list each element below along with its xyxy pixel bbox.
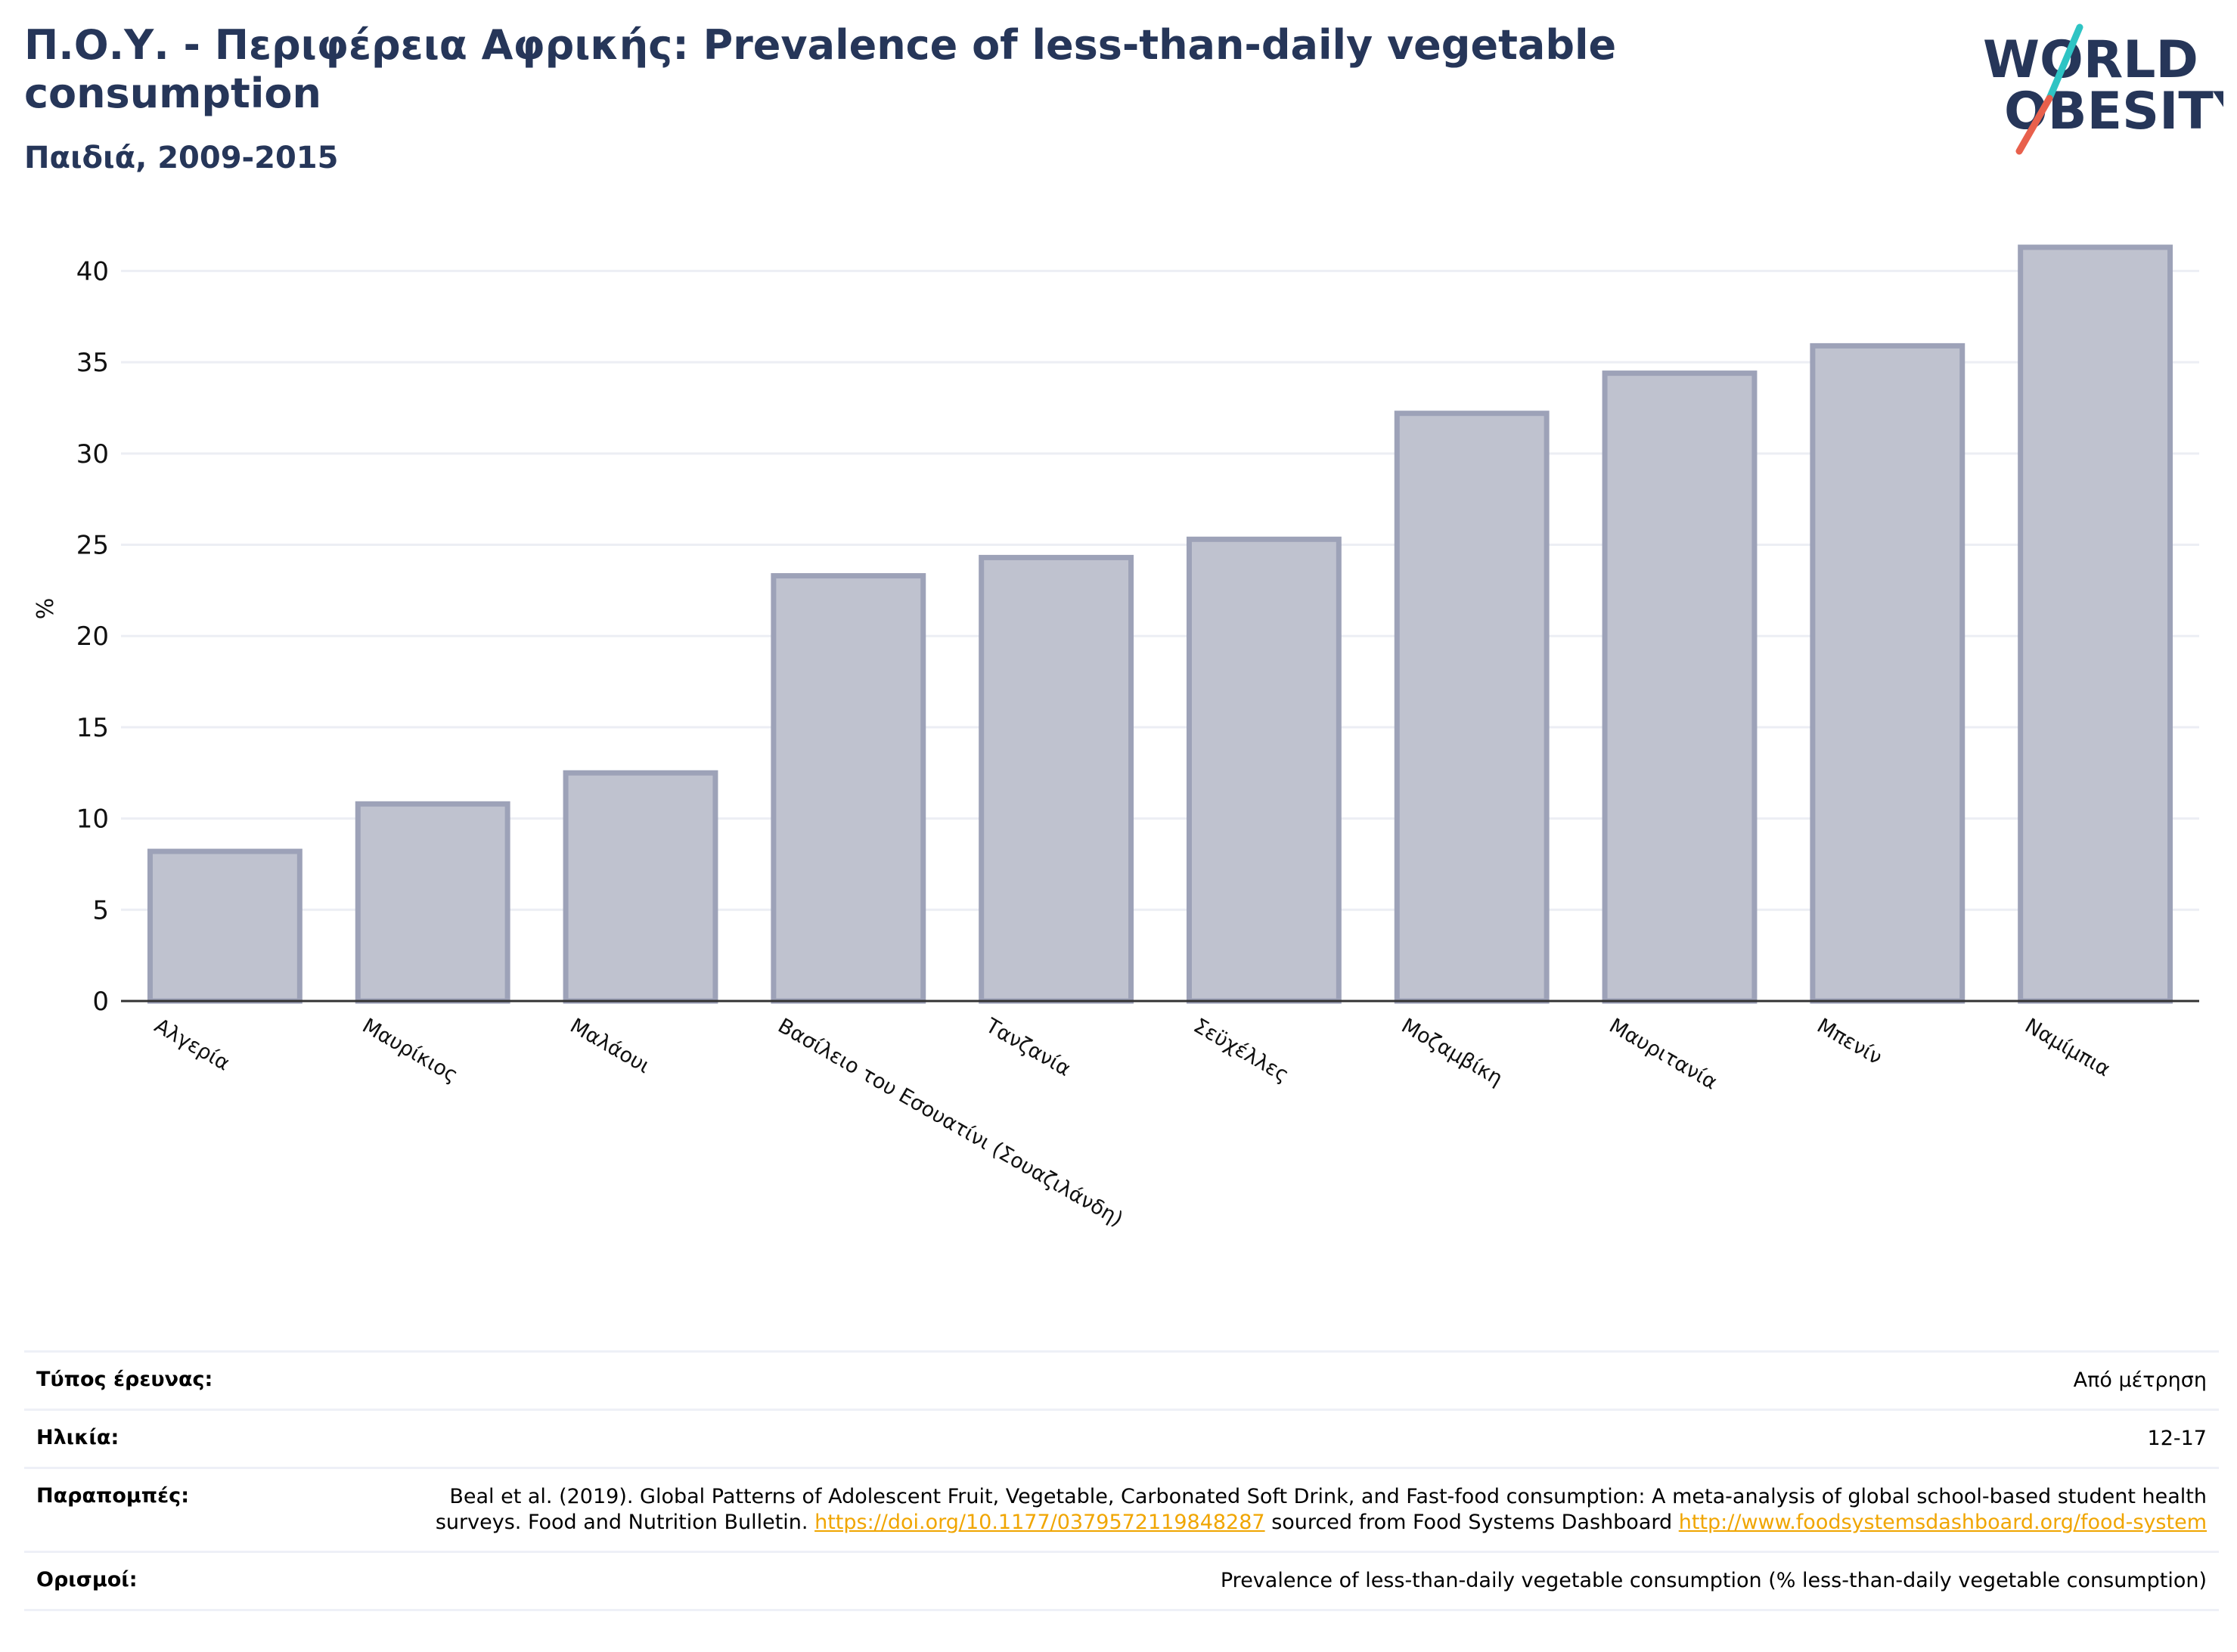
x-tick-label: Αλγερία xyxy=(150,1014,234,1075)
bar xyxy=(563,770,718,1004)
chart-title: Π.Ο.Υ. - Περιφέρεια Αφρικής: Prevalence … xyxy=(24,21,1617,117)
y-tick-label: 10 xyxy=(76,804,109,835)
x-tick-label: Μοζαμβίκη xyxy=(1398,1014,1506,1090)
world-obesity-logo: WORLD OBESITY xyxy=(1983,23,2223,155)
bar-chart: 0 5 10 15 20 25 30 35 40 Αλγερία Μαυρίκιος Μαλάουι… xyxy=(33,244,2199,1232)
doi-link[interactable]: https://doi.org/10.1177/0379572119848287 xyxy=(814,1511,1265,1534)
logo-slash-bottom xyxy=(2015,95,2053,155)
y-tick-label: 35 xyxy=(76,348,109,378)
bar xyxy=(979,554,1134,1004)
references-text-2: sourced from Food Systems Dashboard xyxy=(1271,1511,1673,1534)
x-tick-label: Βασίλειο του Εσουατίνι (Σουαζιλάνδη) xyxy=(774,1014,1127,1231)
chart-subtitle: Παιδιά, 2009-2015 xyxy=(24,141,339,175)
info-row-references: Παραπομπές: Beal et al. (2019). Global P… xyxy=(24,1468,2219,1552)
age-value: 12-17 xyxy=(2147,1427,2207,1450)
bar xyxy=(1186,536,1342,1004)
y-tick-label: 30 xyxy=(76,439,109,470)
y-tick-label: 15 xyxy=(76,713,109,743)
references-value: Beal et al. (2019). Global Patterns of A… xyxy=(351,1468,2219,1552)
survey-type-value: Από μέτρηση xyxy=(2073,1368,2207,1392)
y-tick-label: 20 xyxy=(76,621,109,652)
info-row-age: Ηλικία: 12-17 xyxy=(24,1409,2219,1468)
bar xyxy=(1602,370,1758,1004)
x-tick-label: Μαλάουι xyxy=(566,1014,654,1078)
logo-slash-top xyxy=(2046,23,2083,102)
info-table: Τύπος έρευνας: Από μέτρηση Ηλικία: 12-17… xyxy=(24,1350,2219,1611)
info-row-definitions: Ορισμοί: Prevalence of less-than-daily v… xyxy=(24,1551,2219,1610)
x-tick-label: Σεϋχέλλες xyxy=(1190,1014,1293,1087)
bars xyxy=(147,244,2173,1004)
y-tick-label: 5 xyxy=(92,895,109,925)
age-label: Ηλικία: xyxy=(36,1426,119,1449)
logo-word-world: WORLD xyxy=(1983,30,2198,90)
x-tick-label: Μαυριτανία xyxy=(1606,1014,1721,1094)
survey-type-label: Τύπος έρευνας: xyxy=(36,1368,213,1391)
bar xyxy=(2018,244,2173,1004)
bar xyxy=(355,801,510,1004)
references-label: Παραπομπές: xyxy=(36,1484,189,1508)
bar xyxy=(771,573,926,1004)
bar xyxy=(1810,342,1966,1004)
y-tick-label: 40 xyxy=(76,256,109,287)
x-tick-label: Μαυρίκιος xyxy=(358,1014,462,1087)
food-systems-dashboard-link[interactable]: http://www.foodsystemsdashboard.org/food… xyxy=(1678,1511,2207,1534)
y-axis-title: % xyxy=(33,598,59,620)
x-axis-labels: Αλγερία Μαυρίκιος Μαλάουι Βασίλειο του Εσου… xyxy=(150,1014,2114,1232)
definitions-value: Prevalence of less-than-daily vegetable … xyxy=(1220,1569,2207,1592)
definitions-label: Ορισμοί: xyxy=(36,1568,138,1592)
y-tick-label: 0 xyxy=(92,987,109,1017)
y-axis-ticks: 0 5 10 15 20 25 30 35 40 xyxy=(76,256,109,1017)
x-tick-label: Τανζανία xyxy=(981,1014,1075,1081)
bar xyxy=(147,848,303,1004)
info-row-survey-type: Τύπος έρευνας: Από μέτρηση xyxy=(24,1351,2219,1410)
x-tick-label: Ναμίμπια xyxy=(2021,1014,2114,1081)
bar xyxy=(1394,411,1550,1004)
references-text-1: Beal et al. (2019). Global Patterns of A… xyxy=(435,1485,2207,1534)
y-tick-label: 25 xyxy=(76,531,109,561)
x-tick-label: Μπενίν xyxy=(1813,1014,1885,1070)
